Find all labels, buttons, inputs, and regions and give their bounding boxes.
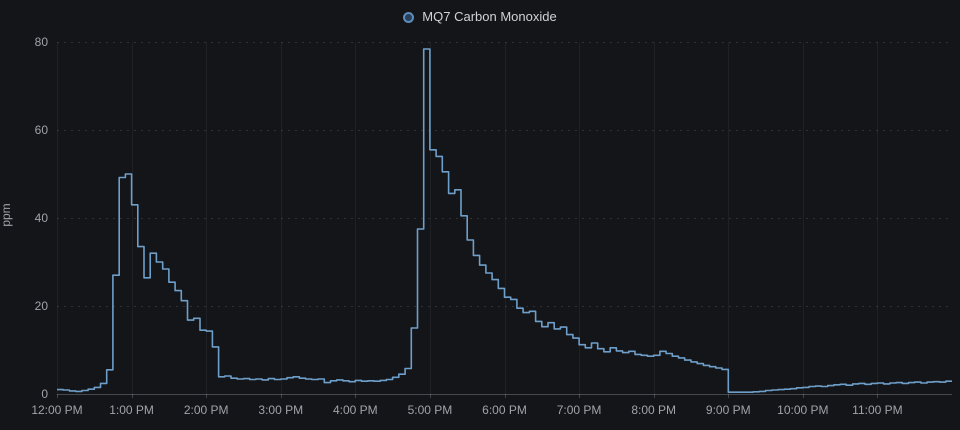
x-tick-label: 3:00 PM — [258, 403, 303, 417]
x-tick-label: 9:00 PM — [706, 403, 751, 417]
x-tick-label: 7:00 PM — [557, 403, 602, 417]
x-tick-label: 2:00 PM — [184, 403, 229, 417]
x-tick-label: 4:00 PM — [333, 403, 378, 417]
legend-item-mq7-carbon-monoxide[interactable]: MQ7 Carbon Monoxide — [422, 9, 557, 24]
series-line-mq7 — [57, 48, 952, 393]
y-tick-label: 60 — [35, 123, 49, 137]
y-tick-label: 20 — [35, 299, 49, 313]
x-tick-label: 11:00 PM — [852, 403, 902, 417]
x-tick-label: 5:00 PM — [408, 403, 453, 417]
y-tick-label: 0 — [41, 387, 48, 401]
horizontal-gridlines — [57, 42, 952, 307]
x-tick-label: 6:00 PM — [482, 403, 527, 417]
x-tick-label: 1:00 PM — [109, 403, 154, 417]
y-tick-label: 80 — [35, 35, 49, 49]
y-tick-label: 40 — [35, 211, 49, 225]
legend: MQ7 Carbon Monoxide — [0, 7, 960, 27]
y-axis-tick-labels: 0 20 40 60 80 — [35, 35, 49, 401]
y-axis-title: ppm — [0, 203, 13, 227]
x-tick-label: 8:00 PM — [631, 403, 676, 417]
x-tick-label: 10:00 PM — [777, 403, 828, 417]
x-axis-tick-labels: 12:00 PM 1:00 PM 2:00 PM 3:00 PM 4:00 PM 5:00… — [31, 403, 902, 417]
x-tick-label: 12:00 PM — [31, 403, 82, 417]
axes — [57, 394, 952, 398]
series-marker-icon — [403, 11, 415, 23]
